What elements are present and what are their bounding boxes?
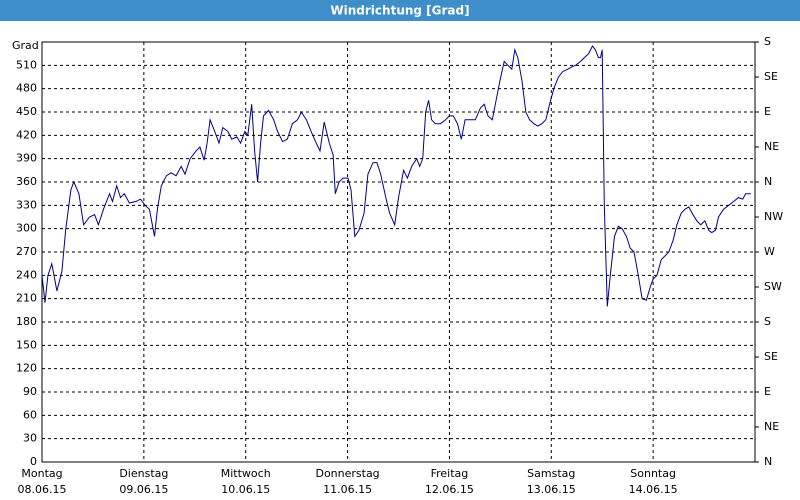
y-tick-label: 300 xyxy=(16,222,37,235)
y2-tick-label: S xyxy=(764,35,771,48)
x-tick-label: Dienstag xyxy=(119,467,168,480)
y-tick-label: 150 xyxy=(16,338,37,351)
x-tick-label: 08.06.15 xyxy=(18,483,67,496)
y-tick-label: 390 xyxy=(16,152,37,165)
y2-tick-label: E xyxy=(764,385,771,398)
x-tick-label: Freitag xyxy=(431,467,469,480)
y2-tick-label: NE xyxy=(764,420,779,433)
y-axis-label: Grad xyxy=(12,39,39,52)
y-tick-label: 330 xyxy=(16,198,37,211)
title-bar xyxy=(0,0,800,21)
y2-tick-label: SW xyxy=(764,280,782,293)
y-tick-label: 60 xyxy=(23,408,37,421)
y-tick-label: 30 xyxy=(23,432,37,445)
x-tick-label: 09.06.15 xyxy=(119,483,168,496)
y2-tick-label: N xyxy=(764,175,772,188)
y2-tick-label: W xyxy=(764,245,775,258)
y-tick-label: 120 xyxy=(16,362,37,375)
x-tick-label: 14.06.15 xyxy=(629,483,678,496)
y2-tick-label: E xyxy=(764,105,771,118)
x-tick-label: Samstag xyxy=(527,467,575,480)
x-tick-label: Montag xyxy=(21,467,62,480)
y-tick-label: 240 xyxy=(16,268,37,281)
y-tick-label: 270 xyxy=(16,245,37,258)
x-tick-label: Sonntag xyxy=(630,467,676,480)
y2-tick-label: S xyxy=(764,315,771,328)
y-tick-label: 510 xyxy=(16,58,37,71)
data-line xyxy=(41,44,751,307)
y2-tick-label: NE xyxy=(764,140,779,153)
chart-title: Windrichtung [Grad] xyxy=(330,4,469,18)
y2-tick-label: NW xyxy=(764,210,783,223)
y-tick-label: 420 xyxy=(16,128,37,141)
y-tick-label: 180 xyxy=(16,315,37,328)
x-tick-label: Mittwoch xyxy=(221,467,271,480)
y-tick-label: 360 xyxy=(16,175,37,188)
y-tick-label: 90 xyxy=(23,385,37,398)
y2-tick-label: SE xyxy=(764,350,778,363)
x-tick-label: Donnerstag xyxy=(315,467,379,480)
y2-tick-label: N xyxy=(764,455,772,468)
x-tick-label: 10.06.15 xyxy=(221,483,270,496)
y2-tick-label: SE xyxy=(764,70,778,83)
y-tick-label: 450 xyxy=(16,105,37,118)
y-tick-label: 0 xyxy=(30,455,37,468)
x-tick-label: 11.06.15 xyxy=(323,483,372,496)
y-tick-label: 480 xyxy=(16,82,37,95)
x-tick-label: 13.06.15 xyxy=(527,483,576,496)
x-tick-label: 12.06.15 xyxy=(425,483,474,496)
y-tick-label: 210 xyxy=(16,292,37,305)
